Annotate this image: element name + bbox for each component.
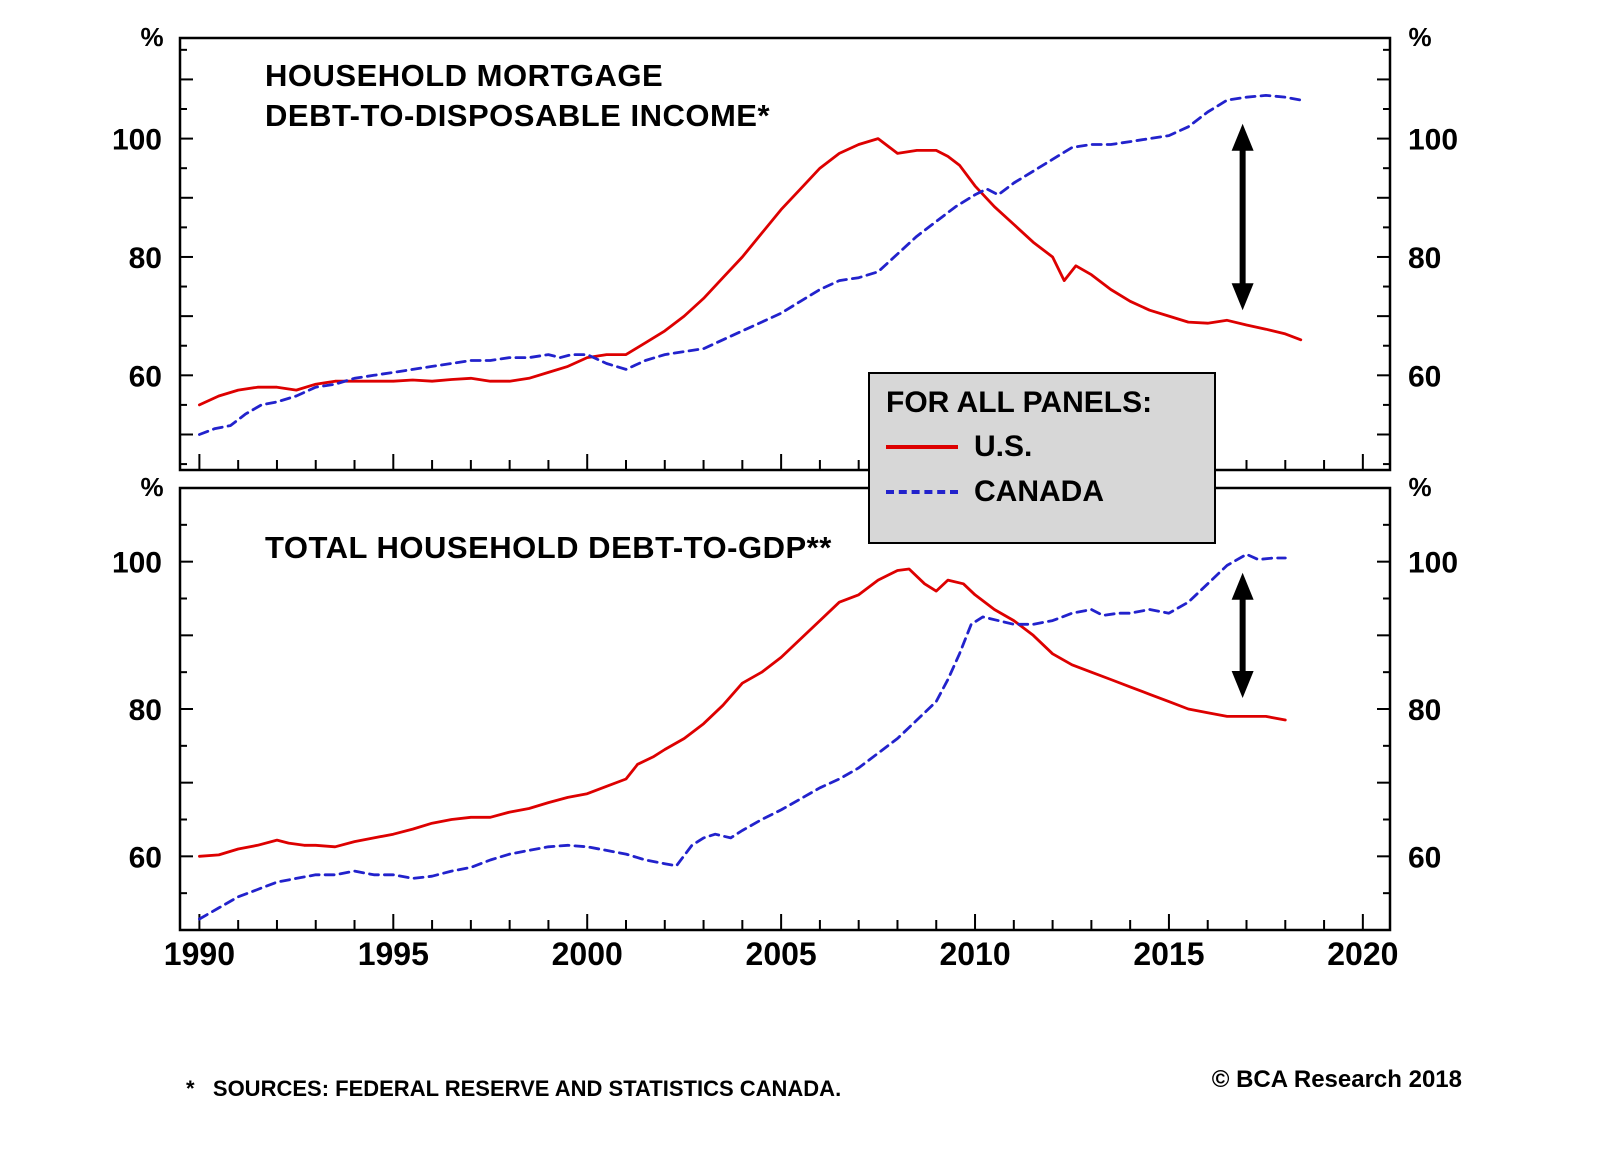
y-ticks — [180, 48, 1390, 466]
panel-border — [178, 36, 1392, 472]
y-tick-label: 100 — [1408, 547, 1458, 580]
legend-item-us: U.S. — [886, 424, 1214, 469]
footnotes: * SOURCES: FEDERAL RESERVE AND STATISTIC… — [186, 1004, 841, 1152]
y-tick-label: 80 — [129, 242, 162, 275]
y-tick-label: 60 — [1408, 360, 1441, 393]
x-axis-label: 1995 — [357, 936, 429, 972]
panel-title-mortgage-debt: HOUSEHOLD MORTGAGE DEBT-TO-DISPOSABLE IN… — [265, 56, 770, 137]
panel-title-line: HOUSEHOLD MORTGAGE — [265, 58, 664, 93]
panel-title-line: TOTAL HOUSEHOLD DEBT-TO-GDP** — [265, 530, 832, 565]
y-tick-label: 60 — [1408, 841, 1441, 874]
legend-label-us: U.S. — [974, 429, 1033, 463]
x-axis-label: 2010 — [939, 936, 1011, 972]
y-tick-label: 100 — [112, 124, 162, 157]
legend-item-canada: CANADA — [886, 469, 1214, 514]
y-tick-label: 80 — [1408, 242, 1441, 275]
us-series-line — [197, 567, 1287, 858]
legend-label-canada: CANADA — [974, 474, 1104, 508]
panel-title-line: DEBT-TO-DISPOSABLE INCOME* — [265, 98, 771, 134]
x-axis-label: 2015 — [1133, 936, 1205, 972]
chart-panel: 60 60 80 80 100 100%% — [112, 472, 1458, 932]
x-axis-label: 2020 — [1327, 936, 1399, 972]
range-arrow — [1231, 123, 1254, 311]
y-tick-label: 60 — [129, 360, 162, 393]
x-axis-label: 2000 — [551, 936, 623, 972]
y-tick-label: 80 — [129, 694, 162, 727]
x-ticks — [198, 914, 1364, 930]
panel-title-total-debt: TOTAL HOUSEHOLD DEBT-TO-GDP** — [265, 528, 832, 568]
copyright: © BCA Research 2018 — [1211, 1066, 1462, 1093]
legend-title: FOR ALL PANELS: — [886, 386, 1153, 419]
y-tick-label: 100 — [112, 547, 162, 580]
x-axis-label: 1990 — [163, 936, 235, 972]
percent-axis-label: % — [140, 472, 163, 502]
percent-axis-label: % — [1408, 472, 1431, 502]
legend: FOR ALL PANELS: U.S. CANADA — [868, 372, 1216, 544]
canada-line-swatch — [886, 489, 958, 494]
us-line-swatch — [886, 444, 958, 449]
range-arrow — [1231, 572, 1254, 698]
percent-axis-label: % — [1408, 22, 1431, 52]
y-tick-label: 80 — [1408, 694, 1441, 727]
footnote-1: * SOURCES: FEDERAL RESERVE AND STATISTIC… — [186, 1076, 842, 1102]
canada-series-line — [197, 552, 1287, 921]
us-series-line — [197, 137, 1303, 407]
y-tick-label: 100 — [1408, 124, 1458, 157]
chart-panel: 60 60 80 80 100 100%% — [112, 22, 1458, 472]
percent-axis-label: % — [140, 22, 163, 52]
y-ticks — [180, 523, 1390, 895]
canada-series-line — [197, 94, 1303, 436]
y-tick-label: 60 — [129, 841, 162, 874]
x-axis-label: 2005 — [745, 936, 817, 972]
